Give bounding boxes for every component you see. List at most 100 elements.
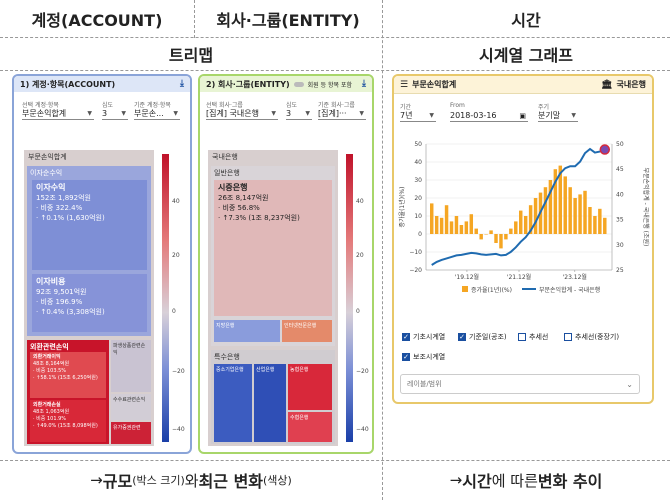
x-tick-label: '23.12월: [563, 273, 587, 281]
chart-bar: [489, 230, 493, 234]
panel-header: 1) 계정·항목(ACCOUNT) ⤓: [14, 76, 190, 92]
calendar-icon: ▣: [519, 111, 526, 120]
depth-select[interactable]: 3 ▼: [286, 109, 312, 120]
color-scale-tick: −20: [172, 368, 185, 375]
treemap-node[interactable]: 농협은행: [288, 364, 332, 410]
color-scale-tick: −40: [356, 426, 369, 433]
period-select[interactable]: 7년 ▼: [400, 111, 436, 122]
chart-bar: [603, 217, 607, 234]
subheader-row: 트리맵 시계열 그래프: [0, 38, 670, 70]
treemap-node[interactable]: 파생상품관련손익: [111, 340, 151, 392]
chevron-down-icon: ⌄: [626, 379, 633, 389]
treemap-node[interactable]: 유가증권관련: [111, 422, 151, 444]
checkbox-aux-series[interactable]: ✓ 보조시계열: [402, 353, 446, 361]
depth-select[interactable]: 3 ▼: [102, 109, 128, 120]
treemap-node[interactable]: 수협은행: [288, 412, 332, 442]
color-scale-tick: 0: [172, 308, 176, 315]
y-left-tick-label: −20: [409, 267, 422, 274]
chart-bar: [454, 216, 459, 234]
filter-icon[interactable]: ☰: [400, 79, 409, 90]
chart-bar: [548, 180, 553, 234]
label-range-dropdown[interactable]: 레이블/범위 ⌄: [400, 374, 640, 394]
divider: [194, 0, 195, 38]
footer-right: → 시간 에 따른 변화 추이: [449, 471, 603, 491]
header-time: 시간: [511, 10, 541, 30]
treemap-node[interactable]: 외환거래손실 48조 1,063억원 · 비중 101.9% · ↑49.0% …: [30, 400, 106, 442]
chart-bar: [568, 187, 572, 234]
base-date-marker: [599, 144, 611, 155]
y-left-tick-label: −10: [409, 249, 422, 256]
treemap-node[interactable]: 지방은행: [214, 320, 280, 342]
checkbox-base-date[interactable]: ✓ 기준일(공조): [458, 333, 507, 341]
field-label: 선택 회사·그룹: [206, 102, 243, 109]
download-icon[interactable]: ⤓: [180, 79, 184, 89]
treemap-node[interactable]: 중소기업은행: [214, 364, 252, 442]
field-label: 심도: [286, 102, 298, 109]
toggle-switch[interactable]: [293, 81, 304, 87]
x-tick-label: '19.12월: [455, 273, 479, 281]
chevron-down-icon: ▼: [173, 110, 178, 117]
legend-swatch-bar: [462, 286, 468, 292]
header-entity: 회사·그룹(ENTITY): [216, 10, 360, 30]
chart-bar: [509, 228, 513, 234]
chart-bar: [588, 207, 592, 234]
chart-bar: [543, 187, 548, 234]
download-icon[interactable]: ⤓: [362, 79, 366, 89]
panel-header: 2) 회사·그룹(ENTITY) 회원 등 항목 포함 ⤓: [200, 76, 372, 92]
chart-bar: [494, 234, 498, 243]
treemap-node[interactable]: 외환거래이익 48조 8,164억원 · 비중 103.5% · ↑58.1% …: [30, 352, 106, 398]
treemap-label: 부문손익합계: [28, 153, 67, 161]
chevron-down-icon: ▼: [429, 112, 434, 119]
color-scale-bar: [346, 154, 353, 442]
treemap-node[interactable]: 산업은행: [254, 364, 286, 442]
checkbox-base-series[interactable]: ✓ 기초시계열: [402, 333, 446, 341]
legend-label-line: 부문손익합계 - 국내은행: [539, 286, 600, 294]
entity-treemap-panel: 2) 회사·그룹(ENTITY) 회원 등 항목 포함 ⤓ 선택 회사·그룹 […: [198, 74, 374, 454]
base-account-select[interactable]: 부문손... ▼: [134, 109, 180, 120]
chart-bar: [553, 169, 558, 234]
account-treemap-panel: 1) 계정·항목(ACCOUNT) ⤓ 선택 계정·항목 부문손익합계 ▼ 심도 …: [12, 74, 192, 454]
divider: [382, 0, 383, 500]
chart-bar: [558, 165, 563, 234]
color-scale-tick: 0: [356, 308, 360, 315]
y-left-tick-label: 20: [414, 195, 422, 202]
check-icon: ✓: [458, 333, 466, 341]
y-left-axis-label: 증가율(1년)(%): [398, 187, 406, 228]
chart-bar: [528, 205, 533, 234]
treemap-node[interactable]: 시중은행 26조 8,147억원 · 비중 56.8% · ↑7.3% (1조 …: [214, 180, 332, 316]
chart-bar: [573, 198, 577, 234]
chart-bar: [504, 234, 508, 240]
from-date-input[interactable]: 2018-03-16 ▣: [450, 111, 528, 122]
chart-bar: [479, 234, 483, 240]
treemap-node[interactable]: 이자비용 92조 9,501억원 · 비중 196.9% · ↑0.4% (3,…: [32, 274, 147, 332]
checkbox-empty: [518, 333, 526, 341]
subheader-timeseries: 시계열 그래프: [479, 46, 573, 65]
base-entity-select[interactable]: [집계]··· ▼: [318, 109, 366, 120]
checkbox-trendline[interactable]: 추세선: [518, 332, 548, 342]
treemap-node[interactable]: 인터넷전문은행: [282, 320, 332, 342]
treemap-node[interactable]: 수수료관련손익: [111, 394, 151, 420]
entity-title: 국내은행: [616, 80, 646, 89]
divider: [0, 70, 670, 71]
header-row: 계정(ACCOUNT) 회사·그룹(ENTITY) 시간: [0, 0, 670, 38]
chevron-down-icon: ▼: [571, 112, 576, 119]
treemap-node[interactable]: 이자수익 152조 1,892억원 · 비중 322.4% · ↑0.1% (1…: [32, 180, 147, 270]
chart-bar: [439, 217, 444, 234]
footer-row: → 규모 (박스 크기) 와 최근 변화 (색상) → 시간 에 따른 변화 추이: [0, 460, 670, 500]
chart-bar: [459, 225, 464, 234]
chart-line: [431, 147, 606, 266]
chart-bar: [434, 216, 439, 234]
checkbox-trendline-long[interactable]: 추세선(중장기): [564, 332, 619, 342]
panel-title: 부문손익합계: [412, 80, 457, 89]
y-right-tick-label: 30: [616, 242, 624, 249]
color-scale-bar: [162, 154, 169, 442]
treemap-label: 이자순수익: [30, 169, 63, 177]
chart-bar: [514, 221, 518, 234]
chart-bar: [444, 205, 449, 234]
y-left-tick-label: 50: [414, 141, 422, 148]
frequency-select[interactable]: 분기말 ▼: [538, 111, 578, 122]
account-select[interactable]: 부문손익합계 ▼: [22, 109, 94, 120]
y-right-tick-label: 45: [616, 166, 624, 173]
legend-label-bar: 증가율(1년)(%): [471, 286, 512, 294]
entity-select[interactable]: [집계] 국내은행 ▼: [206, 109, 278, 120]
